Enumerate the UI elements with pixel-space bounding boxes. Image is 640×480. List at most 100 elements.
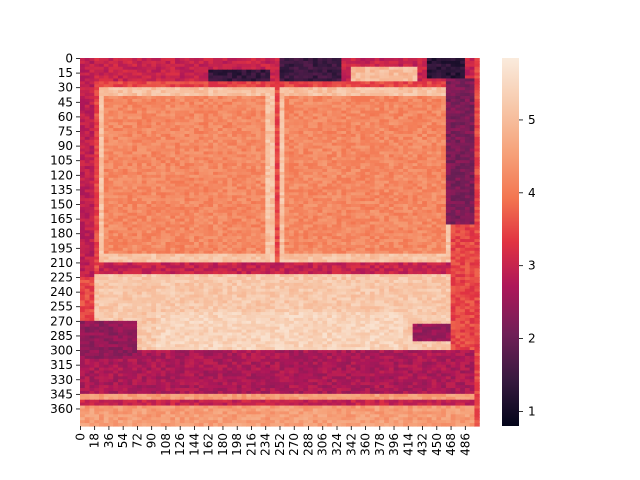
heatmap-cell: [303, 93, 309, 97]
heatmap-cell: [388, 189, 395, 193]
heatmap-cell: [270, 218, 276, 223]
heatmap-cell: [236, 128, 243, 132]
heatmap-cell: [355, 145, 361, 150]
heatmap-cell: [141, 84, 148, 88]
heatmap-cell: [317, 154, 323, 158]
heatmap-cell: [293, 110, 300, 115]
heatmap-cell: [464, 142, 471, 147]
heatmap-cell: [379, 139, 385, 144]
heatmap-cell: [308, 157, 314, 161]
heatmap-cell: [241, 110, 247, 115]
heatmap-cell: [203, 198, 209, 202]
heatmap-cell: [160, 180, 167, 185]
heatmap-cell: [474, 168, 480, 173]
heatmap-cell: [232, 133, 238, 138]
heatmap-cell: [189, 110, 195, 115]
heatmap-cell: [132, 78, 138, 82]
heatmap-cell: [350, 113, 357, 118]
heatmap-cell: [151, 66, 157, 71]
heatmap-cell: [407, 212, 414, 217]
heatmap-cell: [156, 171, 162, 176]
heatmap-cell: [94, 212, 100, 217]
heatmap-cell: [108, 186, 114, 191]
heatmap-cell: [170, 221, 176, 226]
heatmap-cell: [426, 98, 433, 103]
heatmap-cell: [422, 125, 428, 129]
heatmap-cell: [450, 139, 457, 144]
heatmap-cell: [279, 160, 285, 164]
heatmap-cell: [208, 122, 214, 126]
heatmap-cell: [293, 139, 300, 144]
heatmap-cell: [379, 212, 385, 217]
heatmap-cell: [289, 78, 295, 82]
heatmap-cell: [346, 128, 352, 132]
heatmap-cell: [289, 95, 295, 100]
heatmap-cell: [341, 206, 347, 211]
heatmap-cell: [431, 81, 437, 85]
heatmap-cell: [270, 148, 276, 153]
heatmap-cell: [270, 98, 276, 103]
heatmap-cell: [417, 145, 423, 150]
heatmap-cell: [80, 87, 86, 91]
heatmap-cell: [251, 136, 257, 141]
heatmap-cell: [137, 218, 143, 223]
heatmap-cell: [217, 60, 224, 65]
heatmap-cell: [84, 131, 91, 135]
heatmap-cell: [460, 125, 466, 129]
heatmap-cell: [84, 139, 91, 144]
heatmap-cell: [151, 180, 157, 185]
heatmap-cell: [293, 186, 300, 191]
heatmap-cell: [260, 148, 266, 153]
heatmap-cell: [365, 122, 371, 126]
heatmap-cell: [279, 154, 285, 158]
heatmap-cell: [455, 218, 461, 223]
heatmap-cell: [241, 122, 247, 126]
heatmap-cell: [213, 107, 219, 112]
heatmap-cell: [184, 95, 190, 100]
heatmap-cell: [346, 75, 352, 80]
heatmap-cell: [398, 104, 404, 109]
heatmap-cell: [293, 122, 300, 126]
heatmap-cell: [146, 72, 152, 77]
heatmap-cell: [441, 81, 447, 85]
heatmap-cell: [222, 151, 228, 155]
heatmap-cell: [208, 157, 214, 161]
heatmap-cell: [436, 107, 442, 112]
heatmap-cell: [270, 116, 276, 120]
heatmap-cell: [279, 84, 285, 88]
heatmap-cell: [469, 136, 476, 141]
heatmap-cell: [336, 151, 342, 155]
heatmap-cell: [369, 104, 376, 109]
heatmap-cell: [403, 63, 409, 68]
heatmap-cell: [341, 180, 347, 185]
heatmap-cell: [274, 201, 281, 205]
heatmap-cell: [108, 160, 114, 164]
heatmap-cell: [365, 212, 371, 217]
heatmap-cell: [232, 98, 238, 103]
heatmap-cell: [255, 104, 262, 109]
heatmap-cell: [474, 113, 480, 118]
heatmap-cell: [165, 195, 171, 199]
heatmap-cell: [308, 201, 314, 205]
heatmap-cell: [122, 212, 129, 217]
heatmap-cell: [194, 142, 200, 147]
heatmap-cell: [146, 218, 152, 223]
heatmap-cell: [89, 122, 95, 126]
heatmap-cell: [355, 104, 361, 109]
heatmap-cell: [398, 60, 404, 65]
heatmap-cell: [350, 95, 357, 100]
heatmap-cell: [445, 145, 452, 150]
heatmap-cell: [246, 154, 252, 158]
heatmap-cell: [350, 78, 357, 82]
heatmap-cell: [184, 145, 190, 150]
heatmap-cell: [274, 183, 281, 188]
heatmap-cell: [232, 204, 238, 208]
heatmap-cell: [384, 145, 390, 150]
heatmap-cell: [151, 116, 157, 120]
heatmap-cell: [189, 72, 195, 77]
heatmap-cell: [336, 63, 342, 68]
heatmap-cell: [213, 180, 219, 185]
heatmap-cell: [217, 69, 224, 74]
heatmap-cell: [284, 209, 290, 214]
heatmap-cell: [227, 174, 233, 179]
